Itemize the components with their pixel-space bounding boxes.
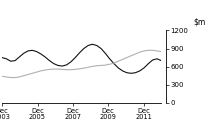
Text: $m: $m	[194, 17, 206, 26]
